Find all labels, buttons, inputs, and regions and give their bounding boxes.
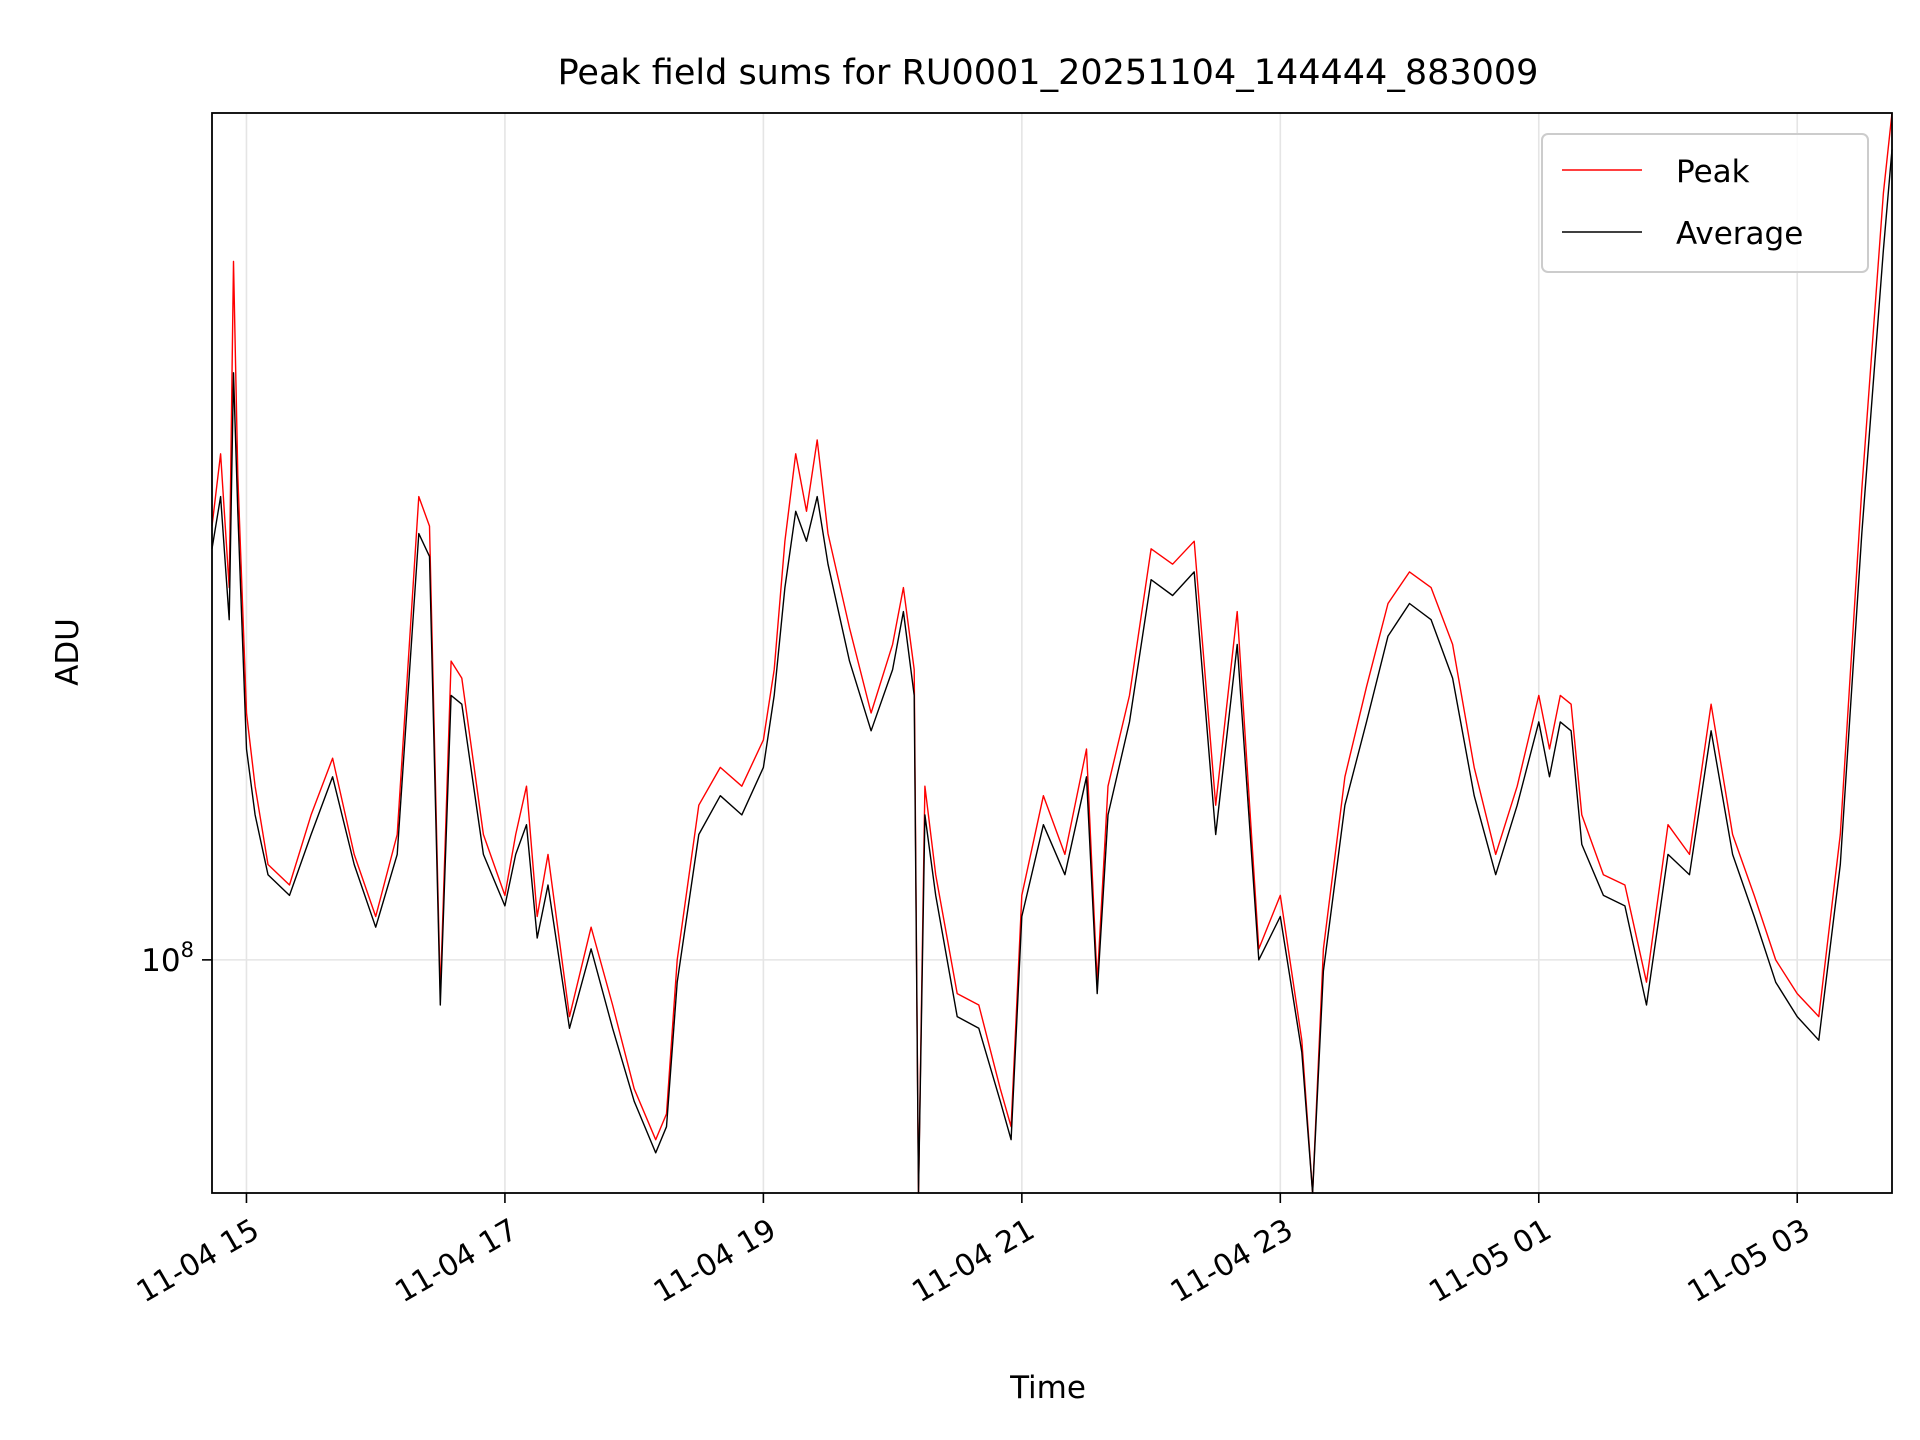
legend-label-peak: Peak xyxy=(1676,154,1750,190)
y-tick-label: 108 xyxy=(141,938,194,979)
series-peak-line xyxy=(211,112,1893,1194)
series-average-line xyxy=(211,149,1893,1194)
series-layer xyxy=(211,112,1893,1194)
y-axis-label: ADU xyxy=(50,618,86,686)
legend-box xyxy=(1541,133,1869,273)
plot-area-frame xyxy=(211,112,1893,1194)
legend-label-average: Average xyxy=(1676,216,1803,252)
chart-title: Peak field sums for RU0001_20251104_1444… xyxy=(558,53,1539,93)
legend: Peak Average xyxy=(1541,133,1869,273)
x-axis-label: Time xyxy=(1009,1370,1086,1406)
grid xyxy=(212,113,1892,1193)
